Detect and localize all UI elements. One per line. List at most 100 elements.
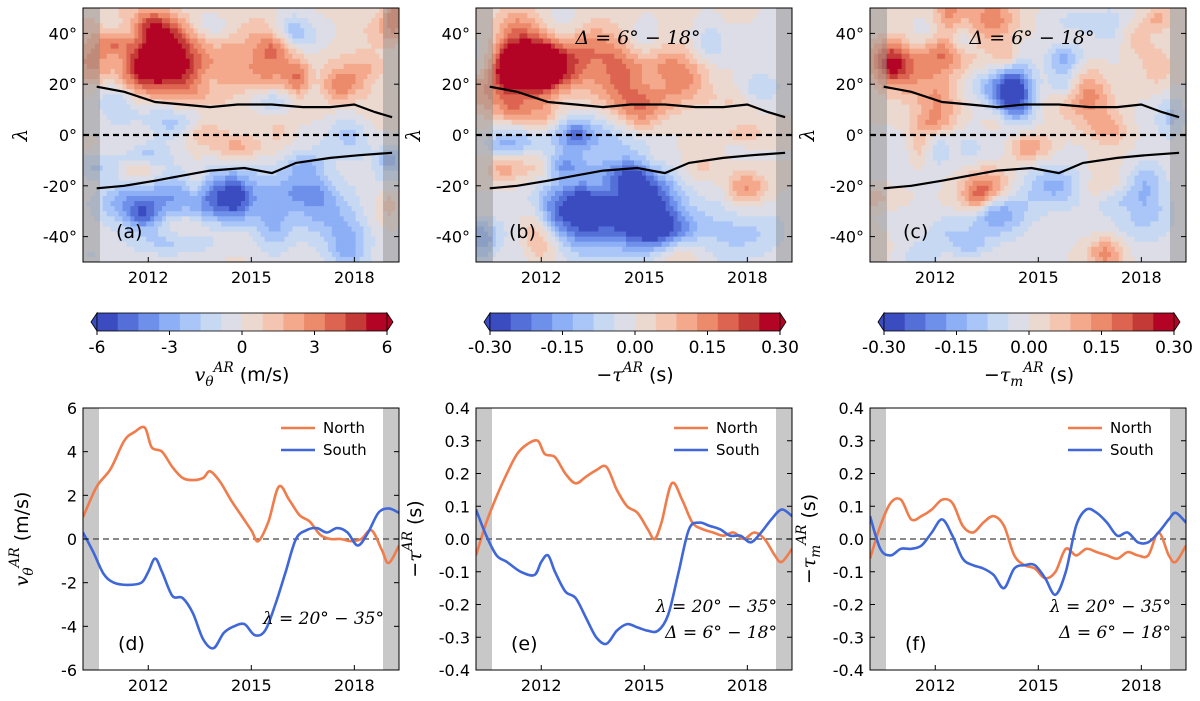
heatmap-cell	[308, 8, 313, 14]
heatmap-cell	[379, 135, 384, 141]
heatmap-cell	[197, 94, 203, 101]
heatmap-cell	[260, 195, 266, 202]
heatmap-cell	[173, 160, 179, 167]
heatmap-cell	[503, 104, 509, 111]
heatmap-cell	[383, 221, 388, 228]
heatmap-cell	[260, 175, 266, 182]
heatmap-cell	[499, 211, 505, 217]
heatmap-cell	[539, 109, 544, 116]
heatmap-cell	[280, 104, 286, 111]
heatmap-cell	[511, 226, 517, 233]
heatmap-cell	[264, 206, 270, 212]
heatmap-cell	[268, 216, 274, 222]
heatmap-cell	[491, 160, 497, 167]
heatmap-cell	[233, 231, 238, 238]
heatmap-cell	[177, 94, 183, 101]
heatmap-cell	[86, 119, 92, 126]
heatmap-cell	[519, 53, 524, 60]
heatmap-cell	[355, 135, 361, 141]
heatmap-cell	[304, 185, 309, 192]
heatmap-cell	[288, 104, 293, 111]
heatmap-cell	[331, 68, 337, 75]
heatmap-cell	[395, 23, 399, 29]
heatmap-cell	[395, 165, 399, 172]
heatmap-cell	[193, 241, 199, 248]
heatmap-cell	[126, 256, 131, 262]
heatmap-cell	[304, 43, 309, 50]
heatmap-cell	[134, 109, 139, 116]
heatmap-cell	[241, 8, 246, 14]
heatmap-cell	[146, 68, 151, 75]
heatmap-cell	[185, 231, 191, 238]
heatmap-cell	[523, 43, 528, 50]
heatmap-cell	[327, 190, 333, 197]
heatmap-cell	[154, 206, 159, 212]
heatmap-cell	[90, 140, 96, 146]
heatmap-cell	[102, 241, 108, 248]
heatmap-cell	[268, 129, 274, 136]
heatmap-cell	[221, 63, 226, 70]
heatmap-cell	[312, 109, 317, 116]
heatmap-cell	[177, 175, 183, 182]
heatmap-cell	[276, 231, 282, 238]
heatmap-cell	[252, 256, 258, 262]
heatmap-cell	[86, 160, 92, 167]
heatmap-cell	[515, 53, 521, 60]
heatmap-cell	[323, 114, 329, 121]
heatmap-cell	[154, 211, 159, 217]
heatmap-cell	[193, 246, 199, 253]
heatmap-cell	[205, 8, 210, 14]
heatmap-cell	[197, 190, 203, 197]
heatmap-cell	[335, 256, 341, 262]
heatmap-cell	[110, 84, 116, 90]
heatmap-cell	[217, 33, 222, 40]
heatmap-cell	[339, 43, 345, 50]
heatmap-cell	[331, 99, 337, 106]
heatmap-cell	[487, 58, 493, 65]
heatmap-cell	[201, 150, 207, 156]
heatmap-cell	[347, 256, 353, 262]
heatmap-cell	[511, 13, 517, 19]
heatmap-cell	[126, 201, 131, 207]
heatmap-cell	[535, 190, 540, 197]
heatmap-cell	[343, 18, 349, 24]
heatmap-cell	[316, 13, 321, 19]
heatmap-cell	[169, 94, 175, 101]
heatmap-cell	[499, 124, 505, 131]
heatmap-cell	[237, 155, 242, 161]
heatmap-cell	[495, 58, 501, 65]
heatmap-cell	[217, 58, 222, 65]
heatmap-cell	[165, 236, 171, 243]
heatmap-cell	[487, 79, 493, 85]
heatmap-cell	[476, 84, 481, 90]
heatmap-cell	[98, 53, 104, 60]
heatmap-cell	[515, 28, 521, 34]
heatmap-cell	[308, 38, 313, 45]
heatmap-cell	[142, 84, 147, 90]
heatmap-cell	[154, 53, 159, 60]
heatmap-cell	[476, 38, 481, 45]
heatmap-cell	[476, 124, 481, 131]
heatmap-cell	[248, 43, 254, 50]
heatmap-cell	[162, 221, 167, 228]
heatmap-cell	[519, 150, 524, 156]
heatmap-cell	[320, 48, 325, 55]
heatmap-cell	[146, 185, 151, 192]
heatmap-cell	[134, 58, 139, 65]
heatmap-cell	[375, 226, 380, 233]
heatmap-cell	[479, 79, 485, 85]
heatmap-cell	[351, 23, 357, 29]
heatmap-cell	[523, 246, 528, 253]
heatmap-cell	[173, 256, 179, 262]
heatmap-cell	[316, 256, 321, 262]
heatmap-cell	[308, 33, 313, 40]
heatmap-cell	[375, 84, 380, 90]
heatmap-cell	[499, 63, 505, 70]
heatmap-cell	[150, 135, 155, 141]
heatmap-cell	[316, 89, 321, 95]
heatmap-cell	[229, 23, 234, 29]
heatmap-cell	[106, 48, 112, 55]
heatmap-cell	[94, 170, 100, 177]
heatmap-cell	[359, 256, 365, 262]
heatmap-cell	[519, 104, 524, 111]
